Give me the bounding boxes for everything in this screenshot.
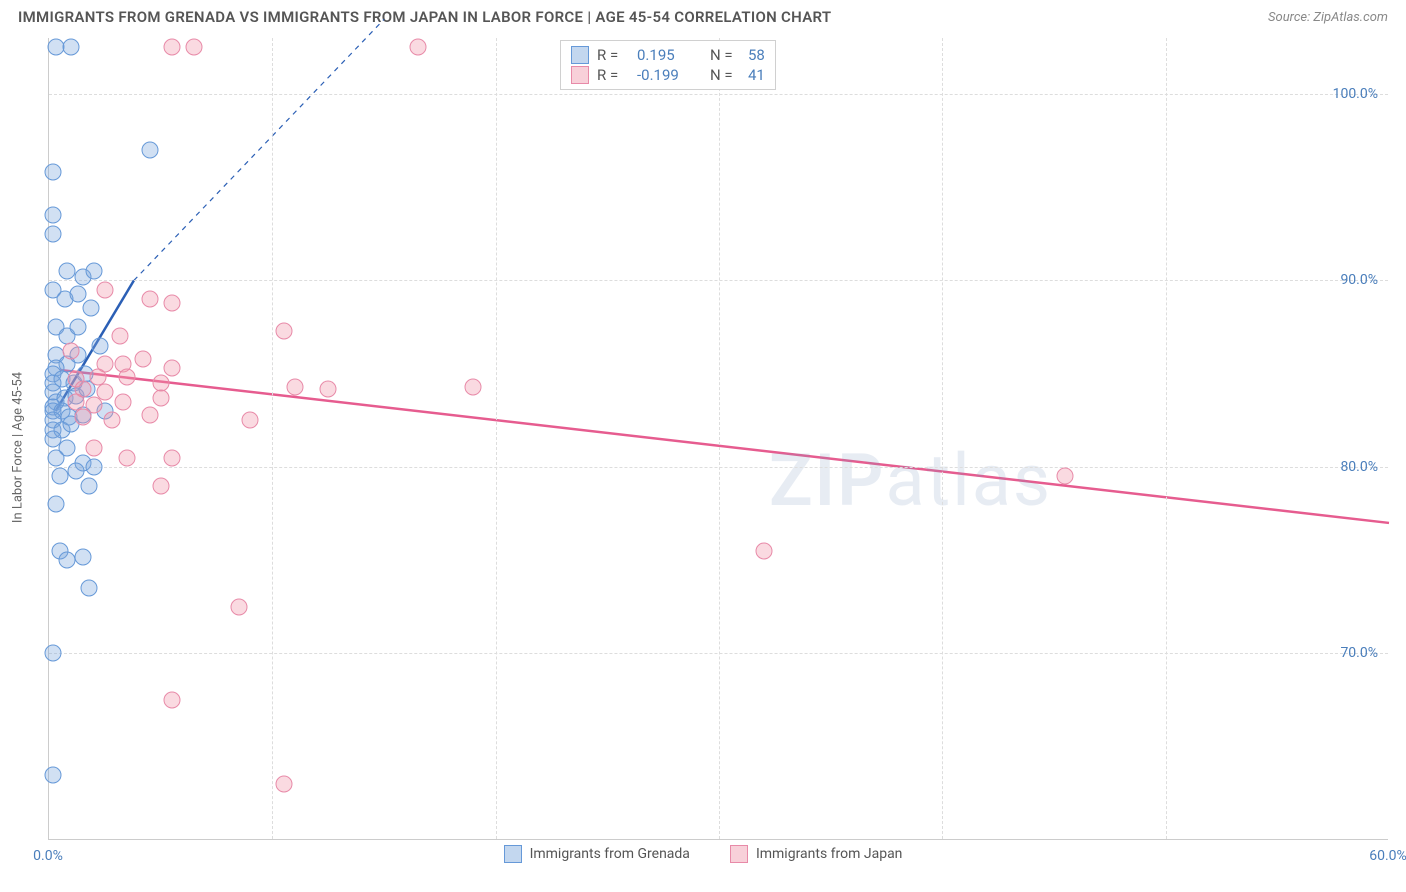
scatter-point-grenada (45, 766, 62, 783)
scatter-point-grenada (74, 548, 91, 565)
scatter-point-grenada (45, 207, 62, 224)
trend-line-japan (60, 370, 1389, 523)
scatter-point-japan (286, 378, 303, 395)
scatter-point-grenada (58, 263, 75, 280)
scatter-point-japan (85, 440, 102, 457)
scatter-point-grenada (47, 39, 64, 56)
scatter-point-grenada (83, 300, 100, 317)
scatter-point-grenada (45, 225, 62, 242)
legend-r-label: R = (597, 46, 629, 64)
legend-swatch-blue (571, 46, 589, 64)
legend-n-value: 41 (748, 66, 765, 84)
scatter-point-japan (163, 39, 180, 56)
x-tick-label: 0.0% (33, 848, 63, 864)
trend-line-grenada-extrapolated (134, 19, 384, 280)
watermark: ZIPatlas (769, 438, 1052, 523)
scatter-point-grenada (52, 468, 69, 485)
legend-n-value: 58 (748, 46, 765, 64)
scatter-point-japan (74, 408, 91, 425)
scatter-point-grenada (67, 462, 84, 479)
y-axis-title: In Labor Force | Age 45-54 (11, 372, 26, 523)
legend-row: R = -0.199 N = 41 (571, 65, 765, 85)
scatter-point-japan (152, 389, 169, 406)
scatter-point-grenada (81, 580, 98, 597)
legend-item-label: Immigrants from Japan (756, 846, 902, 862)
scatter-point-grenada (47, 449, 64, 466)
scatter-point-japan (141, 406, 158, 423)
scatter-point-grenada (85, 263, 102, 280)
scatter-point-grenada (85, 458, 102, 475)
gridline-vertical (496, 38, 497, 839)
scatter-point-japan (152, 477, 169, 494)
scatter-point-japan (63, 343, 80, 360)
chart-title: IMMIGRANTS FROM GRENADA VS IMMIGRANTS FR… (18, 8, 831, 26)
scatter-point-japan (119, 369, 136, 386)
scatter-point-japan (141, 291, 158, 308)
legend-swatch-pink (571, 66, 589, 84)
scatter-point-japan (275, 776, 292, 793)
scatter-point-grenada (47, 496, 64, 513)
scatter-point-grenada (58, 552, 75, 569)
scatter-point-japan (114, 393, 131, 410)
y-tick-label: 80.0% (1340, 459, 1378, 475)
gridline-vertical (719, 38, 720, 839)
scatter-point-grenada (141, 141, 158, 158)
chart-header: IMMIGRANTS FROM GRENADA VS IMMIGRANTS FR… (0, 0, 1406, 30)
gridline-vertical (1166, 38, 1167, 839)
scatter-point-japan (1057, 468, 1074, 485)
legend-r-label: R = (597, 66, 629, 84)
scatter-point-japan (103, 412, 120, 429)
scatter-point-japan (186, 39, 203, 56)
legend-r-value: 0.195 (637, 46, 702, 64)
scatter-point-japan (119, 449, 136, 466)
legend-item-label: Immigrants from Grenada (530, 846, 690, 862)
y-tick-label: 100.0% (1333, 86, 1378, 102)
scatter-point-grenada (70, 285, 87, 302)
scatter-point-grenada (81, 477, 98, 494)
y-tick-label: 90.0% (1340, 272, 1378, 288)
scatter-point-japan (409, 39, 426, 56)
y-tick-label: 70.0% (1340, 645, 1378, 661)
scatter-point-japan (242, 412, 259, 429)
scatter-point-japan (230, 598, 247, 615)
scatter-point-japan (163, 449, 180, 466)
scatter-point-grenada (45, 164, 62, 181)
legend-item: Immigrants from Grenada (504, 845, 690, 863)
gridline-vertical (272, 38, 273, 839)
gridline-vertical (942, 38, 943, 839)
scatter-point-grenada (45, 645, 62, 662)
scatter-point-japan (275, 322, 292, 339)
legend-item: Immigrants from Japan (730, 845, 902, 863)
scatter-point-japan (96, 281, 113, 298)
scatter-point-japan (163, 692, 180, 709)
series-legend: Immigrants from Grenada Immigrants from … (0, 845, 1406, 863)
scatter-point-japan (163, 360, 180, 377)
scatter-point-japan (465, 378, 482, 395)
legend-swatch-pink (730, 845, 748, 863)
scatter-point-japan (320, 380, 337, 397)
legend-n-label: N = (710, 46, 740, 64)
scatter-point-grenada (63, 39, 80, 56)
legend-swatch-blue (504, 845, 522, 863)
scatter-point-grenada (70, 319, 87, 336)
scatter-point-japan (134, 350, 151, 367)
scatter-point-japan (755, 542, 772, 559)
scatter-point-japan (112, 328, 129, 345)
correlation-legend: R = 0.195 N = 58 R = -0.199 N = 41 (560, 40, 776, 90)
source-attribution: Source: ZipAtlas.com (1268, 10, 1388, 25)
scatter-plot-area: ZIPatlas 70.0% 80.0% 90.0% 100.0% (48, 38, 1388, 840)
legend-r-value: -0.199 (637, 66, 702, 84)
legend-row: R = 0.195 N = 58 (571, 45, 765, 65)
x-tick-label: 60.0% (1369, 848, 1406, 864)
legend-n-label: N = (710, 66, 740, 84)
scatter-point-japan (163, 294, 180, 311)
scatter-point-grenada (92, 337, 109, 354)
